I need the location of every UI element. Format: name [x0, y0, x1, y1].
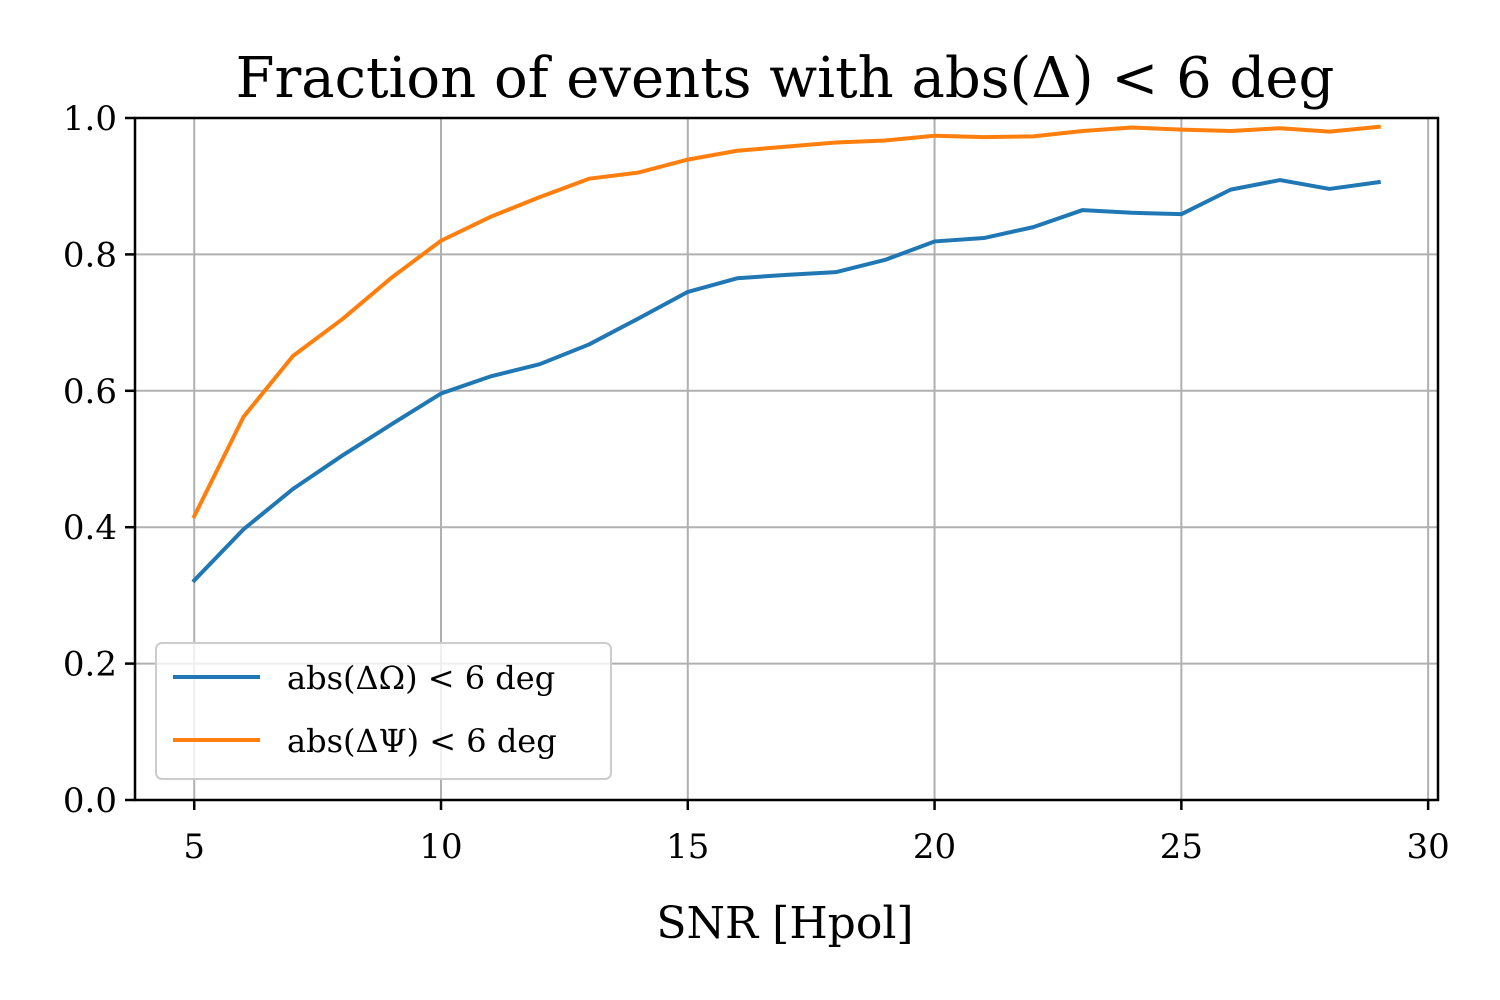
y-tick-label: 0.8: [63, 235, 117, 275]
series-line-omega: [191, 178, 1382, 584]
series-layer: [191, 124, 1382, 584]
tick-layer: 5 10 15 20 25 30 0.0 0.2 0.4 0.6 0.8 1.0: [63, 99, 1450, 867]
y-tick-label: 0.2: [63, 645, 117, 685]
x-tick-label: 15: [666, 827, 709, 867]
x-tick-label: 20: [913, 827, 956, 867]
x-tick-label: 30: [1406, 827, 1449, 867]
y-tick-label: 0.6: [63, 372, 117, 412]
plot-frame: [133, 116, 1440, 802]
x-tick-label: 25: [1160, 827, 1203, 867]
y-tick-label: 0.0: [63, 781, 117, 821]
chart-title: Fraction of events with abs(Δ) < 6 deg: [236, 46, 1335, 111]
series-line-psi: [191, 124, 1381, 519]
y-tick-label: 1.0: [63, 99, 117, 139]
legend-label-psi: abs(ΔΨ) < 6 deg: [287, 722, 557, 760]
legend-box: [155, 642, 612, 780]
y-tick-label: 0.4: [63, 508, 117, 548]
legend: abs(ΔΩ) < 6 deg abs(ΔΨ) < 6 deg: [155, 642, 612, 780]
x-tick-label: 5: [183, 827, 205, 867]
x-axis-label: SNR [Hpol]: [656, 898, 913, 949]
x-tick-label: 10: [419, 827, 462, 867]
legend-label-omega: abs(ΔΩ) < 6 deg: [287, 659, 555, 697]
